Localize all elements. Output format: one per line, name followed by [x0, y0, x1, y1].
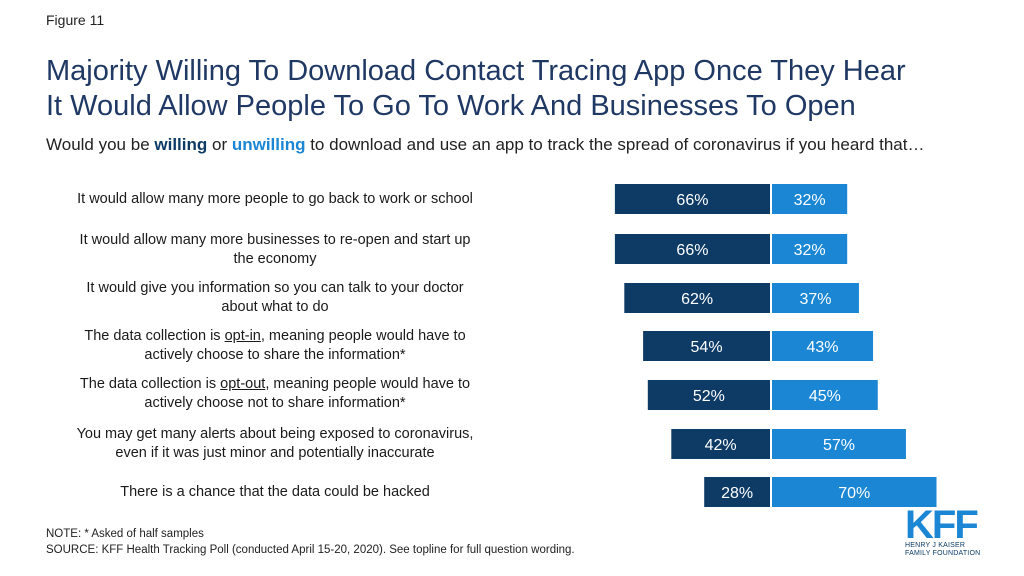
row-label-4-line-2: actively choose to share the information…: [144, 347, 406, 363]
figure-label: Figure 11: [46, 12, 105, 28]
label-unwilling-1: 32%: [794, 192, 826, 209]
bar-willing-4: [643, 331, 770, 361]
label-willing-5: 52%: [693, 388, 725, 405]
row-label-4-post: , meaning people would have to: [260, 328, 466, 344]
bar-willing-5: [647, 380, 770, 410]
row-label-5-line-2: actively choose not to share information…: [144, 395, 406, 411]
row-label-3: It would give you information so you can…: [30, 279, 520, 317]
bar-willing-3: [624, 283, 770, 313]
row-label-1: It would allow many more people to go ba…: [30, 190, 520, 209]
bar-unwilling-1: [772, 184, 848, 214]
row-label-5-post: , meaning people would have to: [265, 376, 471, 392]
label-unwilling-5: 45%: [809, 388, 841, 405]
subtitle-or: or: [207, 135, 232, 154]
label-unwilling-2: 32%: [794, 242, 826, 259]
row-label-1-line-1: It would allow many more people to go ba…: [77, 191, 473, 207]
label-unwilling-6: 57%: [823, 437, 855, 454]
subtitle-unwilling-word: unwilling: [231, 135, 306, 154]
kff-logo: KFF HENRY J KAISER FAMILY FOUNDATION: [905, 503, 989, 558]
chart-title: Majority Willing To Download Contact Tra…: [46, 54, 1006, 124]
label-willing-7: 28%: [721, 485, 753, 502]
bar-willing-6: [671, 429, 770, 459]
title-line-2: It Would Allow People To Go To Work And …: [46, 90, 856, 122]
row-label-4-line-1: The data collection is opt-in, meaning p…: [30, 327, 520, 346]
logo-line-2: FAMILY FOUNDATION: [905, 550, 981, 557]
row-label-5-line-1: The data collection is opt-out, meaning …: [30, 375, 520, 394]
row-label-5-underlined: opt-out: [220, 376, 266, 392]
label-unwilling-4: 43%: [807, 339, 839, 356]
row-label-7-line-1: There is a chance that the data could be…: [120, 484, 430, 500]
label-willing-4: 54%: [691, 339, 723, 356]
subtitle-after: to download and use an app to track the …: [305, 135, 925, 154]
row-label-2-line-1: It would allow many more businesses to r…: [79, 232, 471, 248]
label-willing-1: 66%: [676, 192, 708, 209]
row-label-7: There is a chance that the data could be…: [30, 483, 520, 502]
row-label-6-line-2: even if it was just minor and potentiall…: [115, 445, 435, 461]
chart-subtitle: Would you be willing or unwilling to dow…: [46, 134, 966, 155]
bar-willing-1: [614, 184, 770, 214]
bar-unwilling-6: [772, 429, 906, 459]
row-label-6-line-1: You may get many alerts about being expo…: [76, 426, 474, 442]
bar-willing-2: [614, 234, 770, 264]
bar-unwilling-7: [772, 477, 937, 507]
label-willing-6: 42%: [705, 437, 737, 454]
label-willing-3: 62%: [681, 291, 713, 308]
label-unwilling-7: 70%: [838, 485, 870, 502]
row-label-2: It would allow many more businesses to r…: [30, 231, 520, 269]
logo-line-1: HENRY J KAISER: [905, 542, 966, 549]
bar-unwilling-5: [772, 380, 878, 410]
row-label-4-underlined: opt-in: [224, 328, 261, 344]
bar-unwilling-4: [772, 331, 874, 361]
row-label-4: The data collection is opt-in, meaning p…: [30, 327, 520, 365]
bar-unwilling-3: [772, 283, 859, 313]
bar-unwilling-2: [772, 234, 848, 264]
footnote-source: SOURCE: KFF Health Tracking Poll (conduc…: [46, 544, 575, 556]
subtitle-willing-word: willing: [154, 135, 208, 154]
row-label-4-pre: The data collection is: [84, 328, 225, 344]
row-label-3-line-2: about what to do: [221, 299, 329, 315]
label-willing-2: 66%: [676, 242, 708, 259]
logo-mark: KFF: [905, 503, 979, 547]
row-label-5: The data collection is opt-out, meaning …: [30, 375, 520, 413]
label-unwilling-3: 37%: [799, 291, 831, 308]
row-label-5-pre: The data collection is: [79, 376, 221, 392]
subtitle-before: Would you be: [46, 135, 155, 154]
row-label-2-line-2: the economy: [233, 251, 317, 267]
footnote-note: NOTE: * Asked of half samples: [46, 528, 204, 540]
row-label-3-line-1: It would give you information so you can…: [86, 280, 464, 296]
row-label-6: You may get many alerts about being expo…: [30, 425, 520, 463]
bar-willing-7: [704, 477, 770, 507]
title-line-1: Majority Willing To Download Contact Tra…: [46, 55, 906, 87]
